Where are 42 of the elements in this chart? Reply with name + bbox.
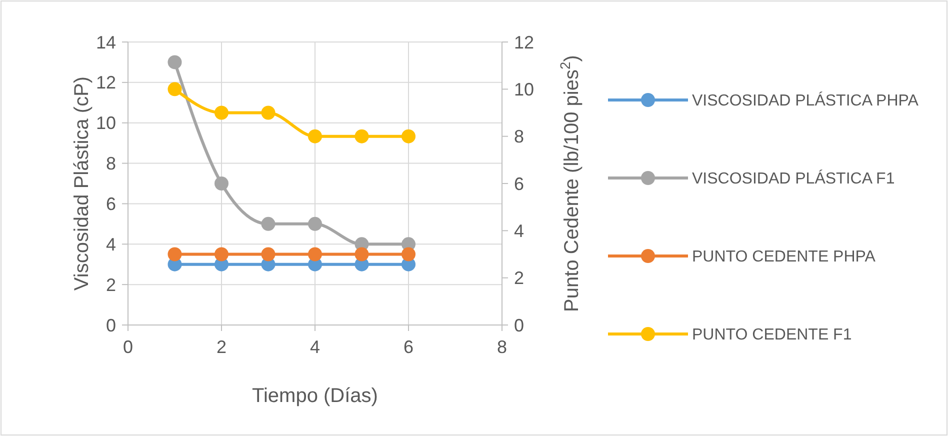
legend-label: VISCOSIDAD PLÁSTICA F1: [692, 170, 895, 188]
x-tick-label: 4: [310, 337, 320, 357]
point: [168, 82, 182, 96]
y-tick-label: 6: [106, 194, 116, 214]
x-axis-title: Tiempo (Días): [252, 385, 378, 407]
point: [168, 247, 182, 262]
point: [214, 176, 228, 190]
y-tick-label: 12: [96, 72, 116, 93]
point: [214, 106, 228, 120]
y2-tick-label: 6: [514, 174, 524, 194]
point: [261, 247, 276, 262]
point: [354, 129, 369, 144]
y-tick-label: 2: [106, 274, 116, 295]
y-tick-label: 4: [106, 234, 116, 254]
legend-label: PUNTO CEDENTE F1: [692, 326, 852, 344]
y2-tick-label: 2: [514, 268, 524, 288]
point: [308, 129, 322, 144]
x-tick-label: 6: [403, 337, 414, 357]
x-tick-label: 2: [216, 337, 227, 357]
point: [214, 247, 228, 262]
y2-tick-label: 0: [514, 315, 524, 336]
point: [308, 247, 322, 262]
point: [402, 247, 416, 262]
point: [168, 55, 182, 70]
x-tick-label: 0: [122, 337, 134, 357]
legend-label: VISCOSIDAD PLÁSTICA PHPA: [692, 92, 919, 110]
legend-label: PUNTO CEDENTE PHPA: [692, 248, 876, 266]
y-tick-label: 8: [106, 154, 116, 174]
point: [261, 106, 276, 120]
y-tick-label: 14: [96, 32, 116, 52]
y2-tick-label: 10: [514, 79, 534, 100]
point: [402, 129, 416, 144]
y-tick-label: 0: [106, 315, 116, 336]
y2-tick-label: 8: [514, 126, 524, 147]
y-axis-title: Viscosidad Plástica (cP): [71, 76, 93, 291]
point: [261, 216, 276, 231]
y2-tick-label: 4: [514, 220, 524, 241]
y-tick-label: 10: [96, 113, 116, 134]
point: [308, 216, 322, 231]
point: [354, 247, 369, 262]
y2-tick-label: 12: [514, 32, 534, 52]
x-tick-label: 8: [496, 337, 508, 357]
